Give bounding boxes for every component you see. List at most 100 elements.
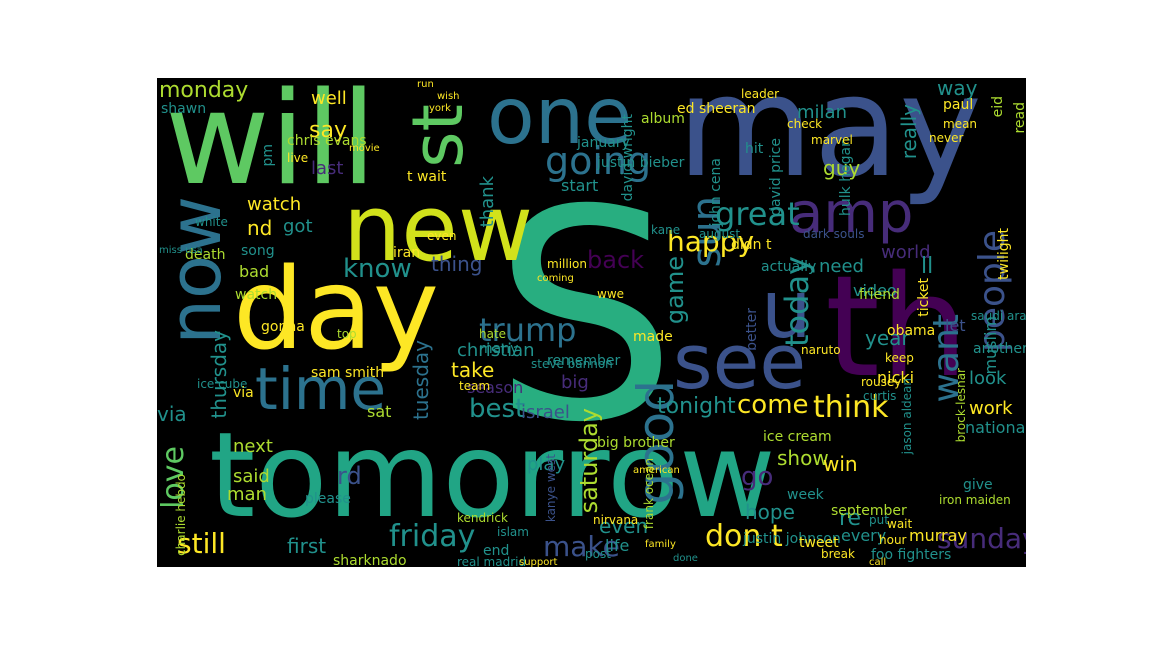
cloud-word: wwe	[597, 287, 625, 301]
cloud-word: family	[645, 539, 676, 550]
cloud-word: never	[929, 131, 964, 145]
cloud-word: year	[865, 326, 910, 350]
cloud-word: still	[177, 527, 226, 560]
cloud-word: hope	[745, 500, 795, 524]
cloud-word: saturday	[575, 408, 603, 514]
cloud-word: monday	[159, 78, 249, 103]
cloud-word: tweet	[799, 535, 839, 551]
cloud-word: hour	[879, 533, 907, 547]
cloud-word: movie	[349, 143, 380, 154]
cloud-word: milan	[797, 102, 847, 123]
cloud-word: may	[677, 78, 983, 209]
cloud-word: sunday	[937, 522, 1026, 555]
cloud-word: amp	[789, 181, 914, 246]
cloud-word: big	[561, 372, 589, 393]
cloud-word: nirvana	[593, 513, 639, 527]
cloud-word: thursday	[207, 330, 231, 419]
cloud-word: new	[343, 175, 534, 282]
cloud-word: kanye west	[544, 454, 558, 523]
cloud-word: don t	[705, 519, 783, 554]
cloud-word: obama	[887, 323, 936, 339]
cloud-word: trump	[479, 311, 577, 349]
cloud-word: know	[343, 254, 412, 284]
cloud-word: see	[673, 317, 807, 406]
cloud-word: via	[233, 385, 254, 401]
cloud-word: curtis	[863, 389, 897, 403]
cloud-word: white	[195, 215, 228, 229]
cloud-word: big brother	[597, 435, 675, 451]
cloud-word: time	[255, 355, 387, 423]
cloud-word: bad	[239, 262, 270, 281]
cloud-word: go	[741, 462, 774, 492]
cloud-word: ice cube	[197, 377, 248, 391]
cloud-word: chris evans	[287, 133, 367, 149]
cloud-word: thank	[477, 176, 498, 228]
cloud-word: man	[227, 484, 267, 505]
cloud-word: every	[841, 526, 887, 545]
cloud-word: day	[233, 245, 440, 375]
cloud-word: york	[429, 103, 451, 114]
cloud-word: million	[547, 257, 587, 271]
cloud-word: coming	[537, 273, 574, 284]
cloud-word: foo fighters	[871, 547, 952, 563]
cloud-word: tuesday	[409, 340, 433, 421]
cloud-word: end	[483, 543, 510, 559]
cloud-word: death	[185, 247, 226, 263]
cloud-word: eid	[990, 96, 1006, 118]
cloud-word: think	[813, 390, 889, 425]
cloud-word: please	[305, 491, 351, 507]
cloud-word: read	[1012, 102, 1026, 134]
cloud-word: friday	[389, 519, 476, 554]
cloud-word: thing	[431, 252, 483, 276]
cloud-word: hate	[479, 327, 507, 341]
cloud-word: start	[561, 176, 599, 195]
cloud-word: break	[821, 547, 855, 561]
cloud-word: guy	[823, 156, 861, 180]
cloud-word: murray	[909, 526, 967, 545]
cloud-word: check	[787, 117, 823, 131]
cloud-word: video	[853, 281, 897, 300]
cloud-word: live	[287, 151, 309, 165]
cloud-word: come	[737, 390, 809, 420]
cloud-word: remember	[547, 353, 621, 369]
cloud-word: week	[787, 487, 824, 503]
cloud-word: kane	[651, 223, 681, 237]
cloud-word: nd	[247, 216, 273, 240]
cloud-word: really	[897, 104, 921, 160]
cloud-word: back	[587, 246, 645, 274]
cloud-word: islam	[497, 525, 529, 539]
cloud-word: via	[157, 402, 187, 426]
cloud-word: got	[283, 216, 313, 237]
cloud-word: mean	[943, 117, 978, 131]
cloud-word: next	[233, 436, 273, 457]
cloud-word: make	[543, 530, 620, 563]
cloud-word: will	[165, 78, 377, 214]
cloud-word: life	[605, 536, 630, 555]
cloud-word: pm	[260, 144, 276, 167]
cloud-word: first	[287, 534, 327, 558]
cloud-word: nicki	[877, 368, 915, 387]
cloud-word: sat	[367, 402, 392, 421]
cloud-word: naruto	[801, 343, 841, 357]
cloud-word: justin bieber	[597, 155, 685, 171]
cloud-word: john cena	[708, 158, 724, 227]
cloud-word: S	[493, 149, 678, 486]
cloud-word: one	[487, 78, 633, 162]
cloud-word: ice cream	[763, 429, 832, 445]
cloud-word: twilight	[996, 228, 1012, 280]
cloud-word: charlie hebdo	[174, 474, 188, 556]
cloud-word: jason aldean	[900, 378, 914, 455]
cloud-word: watch	[235, 287, 278, 303]
cloud-word: going	[545, 139, 652, 183]
cloud-word: win	[823, 452, 858, 476]
cloud-word: wait	[887, 517, 913, 531]
cloud-word: show	[777, 446, 829, 470]
cloud-word: work	[969, 398, 1013, 419]
cloud-word: top	[337, 327, 357, 341]
cloud-word: paul	[943, 97, 974, 113]
cloud-word: team	[459, 379, 491, 393]
cloud-word: saudi arabia	[971, 309, 1026, 323]
cloud-word: ed sheeran	[677, 101, 756, 117]
cloud-word: made	[633, 329, 673, 345]
cloud-word: t wait	[407, 169, 447, 185]
